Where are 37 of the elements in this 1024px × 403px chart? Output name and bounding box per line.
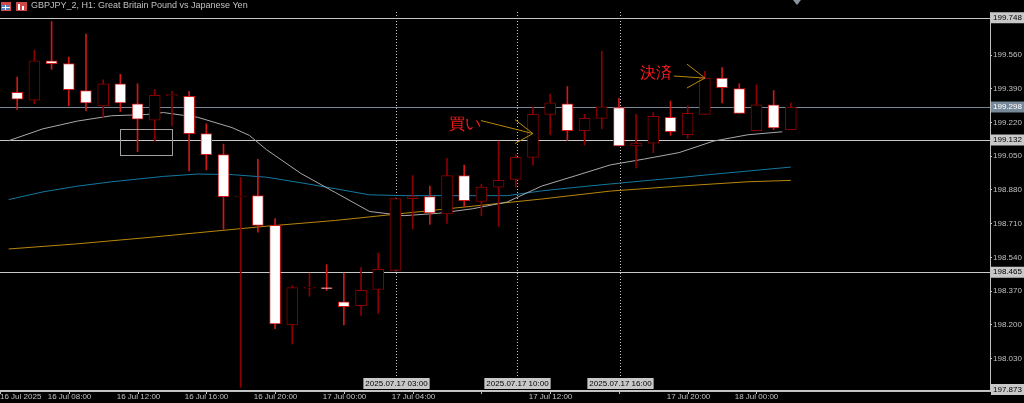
candlestick: [234, 177, 247, 388]
candlestick: [80, 33, 92, 111]
ref-line-label: 2025.07.17 16:00: [589, 378, 653, 388]
x-tick-label: 16 Jul 12:00: [116, 392, 161, 402]
y-tick-label: 198.880: [993, 185, 1023, 195]
y-tick-label: 199.390: [993, 83, 1023, 93]
y-tick-label: 198.710: [993, 218, 1023, 228]
y-tick-label: 198.200: [993, 319, 1023, 329]
candlestick: [338, 272, 350, 326]
x-tick-label: 16 Jul 16:00: [184, 392, 229, 402]
x-tick-label: 17 Jul 20:00: [666, 392, 711, 402]
ref-line-label: 199.132: [993, 135, 1023, 145]
x-tick-label: 16 Jul 20:00: [253, 392, 298, 402]
annotation: 決済: [639, 64, 672, 82]
y-tick-label: 198.370: [993, 286, 1023, 296]
x-tick-label: 17 Jul 12:00: [528, 392, 573, 402]
ref-line-label: 198.465: [993, 267, 1023, 277]
ref-line-label: 197.873: [993, 384, 1023, 394]
ref-line-label: 199.298: [993, 102, 1023, 112]
x-tick-label: 16 Jul 2025: [0, 392, 42, 402]
ref-line-label: 2025.07.17 03:00: [365, 378, 429, 388]
y-tick-label: 199.220: [993, 117, 1023, 127]
ref-line-label: 199.748: [993, 12, 1023, 22]
x-tick-label: 17 Jul 00:00: [322, 392, 367, 402]
candlestick: [595, 50, 608, 130]
x-tick-label: 16 Jul 08:00: [47, 392, 92, 402]
candlestick: [11, 76, 24, 110]
annotation: 買い: [448, 114, 481, 132]
y-tick-label: 198.030: [993, 353, 1023, 363]
y-tick-label: 199.050: [993, 151, 1023, 161]
y-tick-label: 199.560: [993, 50, 1023, 60]
x-tick-label: 18 Jul 00:00: [734, 392, 779, 402]
x-tick-label: 17 Jul 04:00: [391, 392, 436, 402]
y-tick-label: 198.540: [993, 252, 1023, 262]
ref-line-label: 2025.07.17 10:00: [486, 378, 550, 388]
chart-title: GBPJPY_2, H1: Great Britain Pound vs Japanese Yen: [31, 0, 248, 11]
candlestick: [166, 91, 178, 127]
